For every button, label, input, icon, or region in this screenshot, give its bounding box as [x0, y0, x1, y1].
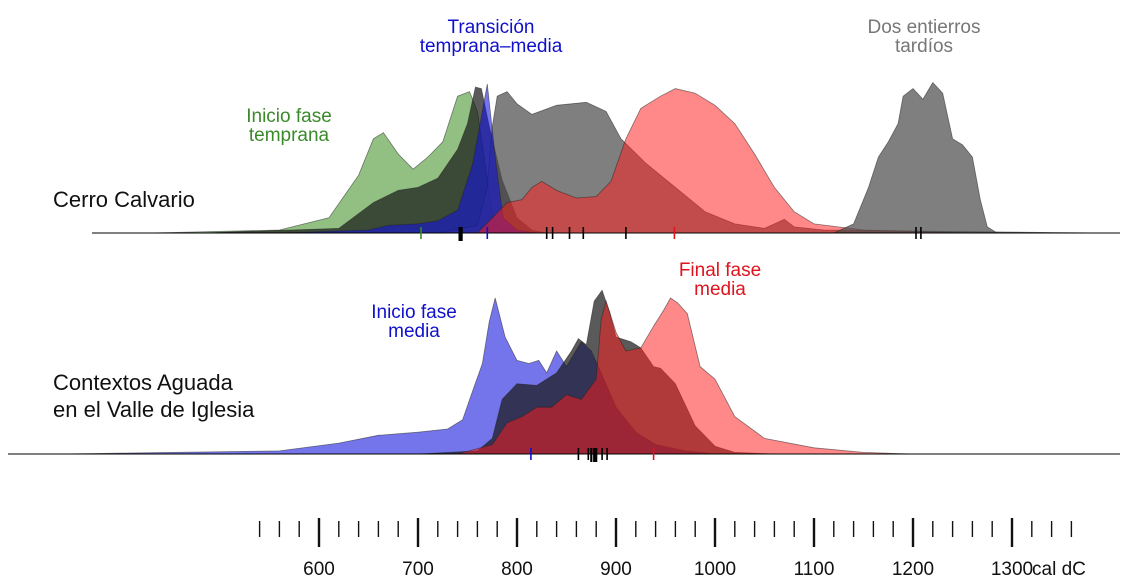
tick-label-600: 600: [303, 559, 335, 579]
density-red-2: [457, 297, 914, 455]
cerro-calvario-panel: Cerro Calvario Inicio fase temprana Trans…: [53, 17, 1120, 241]
cerro-calvario-distributions: [150, 81, 1102, 234]
tick-label-900: 900: [600, 559, 632, 579]
annotation-transicion-temprana-media: Transición temprana–media: [420, 17, 563, 57]
x-axis-unit-label: cal dC: [1032, 559, 1086, 579]
annotation-inicio-fase-temprana: Inicio fase temprana: [246, 106, 332, 146]
annotation-dos-entierros-tardios: Dos entierros tardíos: [868, 17, 981, 57]
density-gray-5: [833, 81, 999, 234]
annotation-final-fase-media: Final fase media: [679, 260, 761, 300]
valle-de-iglesia-panel: Contextos Aguada en el Valle de Iglesia I…: [8, 260, 1120, 462]
panel-label-contextos-aguada: Contextos Aguada en el Valle de Iglesia: [53, 370, 255, 422]
tick-label-1000: 1000: [694, 559, 736, 579]
tick-label-800: 800: [501, 559, 533, 579]
density-red-4: [476, 88, 973, 234]
x-axis: 600 700 800 900 1000 1100 1200 1300 cal dC: [258, 518, 1086, 579]
panel-label-cerro-calvario: Cerro Calvario: [53, 187, 195, 212]
tick-label-1300: 1300: [991, 559, 1033, 579]
x-axis-tick-labels: 600 700 800 900 1000 1100 1200 1300: [303, 559, 1033, 579]
x-axis-ticks: [258, 518, 1073, 547]
tick-label-700: 700: [402, 559, 434, 579]
valle-de-iglesia-dates-rug: [530, 448, 655, 462]
cerro-calvario-dates-rug: [420, 227, 922, 241]
tick-label-1200: 1200: [892, 559, 934, 579]
tick-label-1100: 1100: [794, 559, 835, 579]
annotation-inicio-fase-media: Inicio fase media: [371, 302, 457, 342]
valle-de-iglesia-distributions: [61, 289, 914, 455]
